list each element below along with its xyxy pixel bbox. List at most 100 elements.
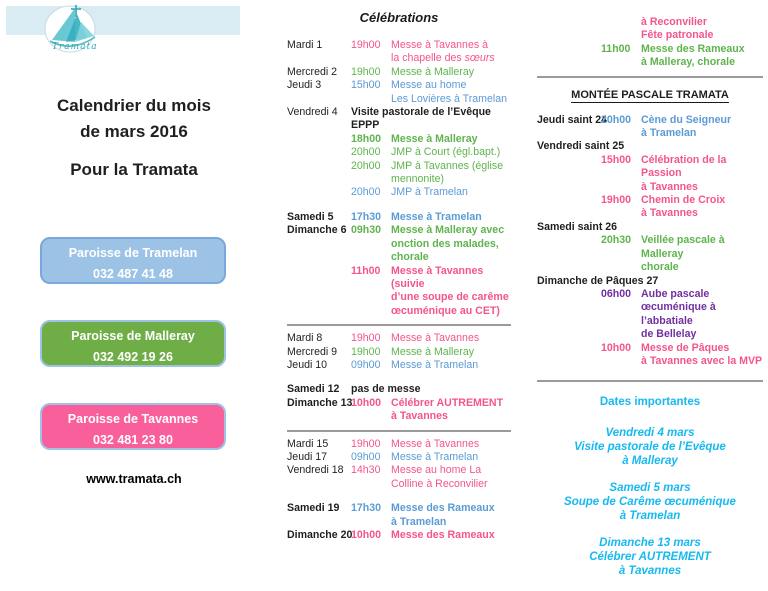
row-time: 19h00 (351, 39, 381, 51)
section-divider (537, 75, 763, 78)
calendar-row: 15h00 Célébration de la Passion à Tavannes (537, 154, 763, 194)
parish-phone: 032 492 19 26 (93, 350, 173, 364)
row-time (601, 29, 641, 42)
row-time: 19h00 (351, 437, 381, 450)
row-description: Messe à Tavannes à la chapelle des sœurs (391, 39, 495, 65)
calendar-row: Vendredi 18 14h30 Messe au home La Colline … (287, 464, 511, 491)
continuation-rows: à Reconvilier Fête patronale 11h00 Messe de… (537, 16, 763, 70)
row-time: 17h30 (351, 502, 382, 515)
row-date: Jeudi 3 (287, 79, 322, 92)
parish-name: Paroisse de Tramelan (68, 246, 198, 260)
row-date (287, 265, 351, 319)
row-date (537, 154, 601, 194)
montee-pascale-title: MONTÉE PASCALE TRAMATA (571, 88, 729, 103)
row-description: Messe à Malleray (391, 132, 478, 145)
calendar-row: 20h00 JMP à Tramelan (287, 186, 511, 199)
row-description: à Reconvilier (641, 16, 707, 28)
row-description: Messe à Malleray (391, 345, 475, 358)
row-date: Mardi 15 (287, 437, 329, 450)
row-description: Messe à Tramelan (391, 358, 479, 371)
parish-name: Paroisse de Malleray (71, 329, 195, 343)
row-time: 19h00 (351, 332, 381, 345)
row-time (601, 16, 641, 29)
row-date: Mardi 8 (287, 332, 323, 345)
row-description (601, 140, 763, 153)
row-date: Samedi 12 (287, 383, 340, 396)
hull-icon (49, 36, 96, 47)
row-description: Messe à Tavannes (391, 437, 480, 450)
row-date: Dimanche 13 (287, 396, 353, 409)
row-description: Messe à Malleray (391, 65, 475, 78)
tramata-logo (44, 5, 96, 53)
calendar-row: 06h00 Aube pascale œcuménique à l’abbatial… (537, 288, 763, 342)
parish-phone: 032 487 41 48 (93, 267, 173, 281)
calendar-row: Jeudi 3 15h00 Messe au home Les Lovières à … (287, 79, 511, 106)
row-time: 19h00 (351, 345, 381, 358)
calendar-row: Mercredi 9 19h00 Messe à Malleray (287, 346, 511, 359)
montee-rows: Jeudi saint 24 20h00 Cène du Seigneur à Tra… (537, 114, 763, 369)
calendar-row: Fête patronale (537, 29, 763, 42)
row-date: Dimanche 6 (287, 224, 347, 237)
parish-name: Paroisse de Tavannes (67, 412, 199, 426)
calendar-row: Jeudi 17 09h00 Messe à Tramelan (287, 451, 511, 464)
row-description: Messe des Rameaux (391, 529, 495, 541)
calendar-row: Samedi 12 pas de messe (287, 383, 511, 396)
row-description: Messe des Rameaux à Malleray, chorale (641, 42, 745, 69)
logo-script-text: Tramata (52, 42, 98, 52)
calendar-row: Jeudi saint 24 20h00 Cène du Seigneur à Tra… (537, 114, 763, 141)
row-time: 10h00 (351, 529, 382, 541)
calendar-row: 19h00 Chemin de Croix à Tavannes (537, 194, 763, 221)
calendar-row: Vendredi 4 Visite pastorale de l’Evêque E… (287, 106, 511, 133)
calendar-row: 11h00 Messe à Tavannes (suivie d’une soupe… (287, 265, 511, 319)
page-title-line1: Calendrier du mois (57, 96, 211, 115)
row-description: Messe au home La Colline à Reconvilier (391, 464, 488, 490)
calendar-row: Dimanche 13 10h00 Célébrer AUTREMENT à Tava… (287, 397, 511, 424)
calendar-row: 20h00 JMP à Tavannes (église mennonite) (287, 160, 511, 187)
row-time: 11h00 (601, 42, 631, 55)
row-description: JMP à Tramelan (391, 186, 468, 199)
row-date: Samedi 19 (287, 502, 340, 515)
row-description: Chemin de Croix à Tavannes (641, 194, 726, 220)
page-title: Calendrier du mois de mars 2016 (10, 93, 258, 145)
row-description: JMP à Court (égl.bapt.) (391, 146, 501, 159)
calendar-row: Jeudi 10 09h00 Messe à Tramelan (287, 359, 511, 372)
row-time: 09h30 (351, 224, 382, 237)
important-date-item: Samedi 5 mars Soupe de Carême œcuménique à… (564, 482, 736, 523)
row-description: Messe à Tramelan (391, 210, 482, 223)
calendar-row: Dimanche de Pâques 27 (537, 275, 763, 288)
website-url: www.tramata.ch (86, 472, 182, 486)
row-description: Messe à Malleray avec onction des malades… (391, 224, 505, 264)
row-date (287, 133, 351, 146)
row-time: 20h00 (351, 146, 381, 159)
row-date (537, 29, 601, 42)
row-date (287, 186, 351, 199)
row-time: 10h00 (351, 396, 382, 409)
row-description: Célébrer AUTREMENT à Tavannes (391, 396, 504, 423)
calendar-row: Vendredi saint 25 (537, 140, 763, 153)
calendar-row: 18h00 Messe à Malleray (287, 133, 511, 146)
row-time: 15h00 (601, 153, 632, 166)
right-column: à Reconvilier Fête patronale 11h00 Messe de… (537, 16, 763, 591)
row-date: Dimanche 20 (287, 529, 353, 541)
row-date: Jeudi 17 (287, 450, 328, 463)
calendar-row: Dimanche 6 09h30 Messe à Malleray avec onct… (287, 224, 511, 264)
calendar-row: Samedi 19 17h30 Messe des Rameaux à Tramel… (287, 502, 511, 529)
parish-box-tramelan: Paroisse de Tramelan 032 487 41 48 (40, 237, 226, 284)
row-description: Cène du Seigneur à Tramelan (641, 113, 732, 140)
parish-phone: 032 481 23 80 (93, 433, 173, 447)
row-date (287, 160, 351, 187)
row-date: Jeudi saint 24 (537, 113, 608, 126)
calendar-row: 20h00 JMP à Court (égl.bapt.) (287, 146, 511, 159)
row-date (537, 234, 601, 274)
calendar-row: 10h00 Messe de Pâques à Tavannes avec la M… (537, 342, 763, 369)
row-time: 20h30 (601, 234, 632, 247)
row-time: 19h00 (351, 65, 381, 78)
row-time: 19h00 (601, 194, 632, 207)
celebrations-title: Célébrations (359, 10, 439, 25)
row-description: Messe au home Les Lovières à Tramelan (391, 79, 508, 105)
important-dates-block: Dates importantes Vendredi 4 mars Visite … (537, 396, 763, 578)
row-time: 15h00 (351, 79, 381, 92)
row-time: 06h00 (601, 287, 632, 300)
row-description (601, 275, 763, 288)
row-description: pas de messe (351, 383, 421, 396)
